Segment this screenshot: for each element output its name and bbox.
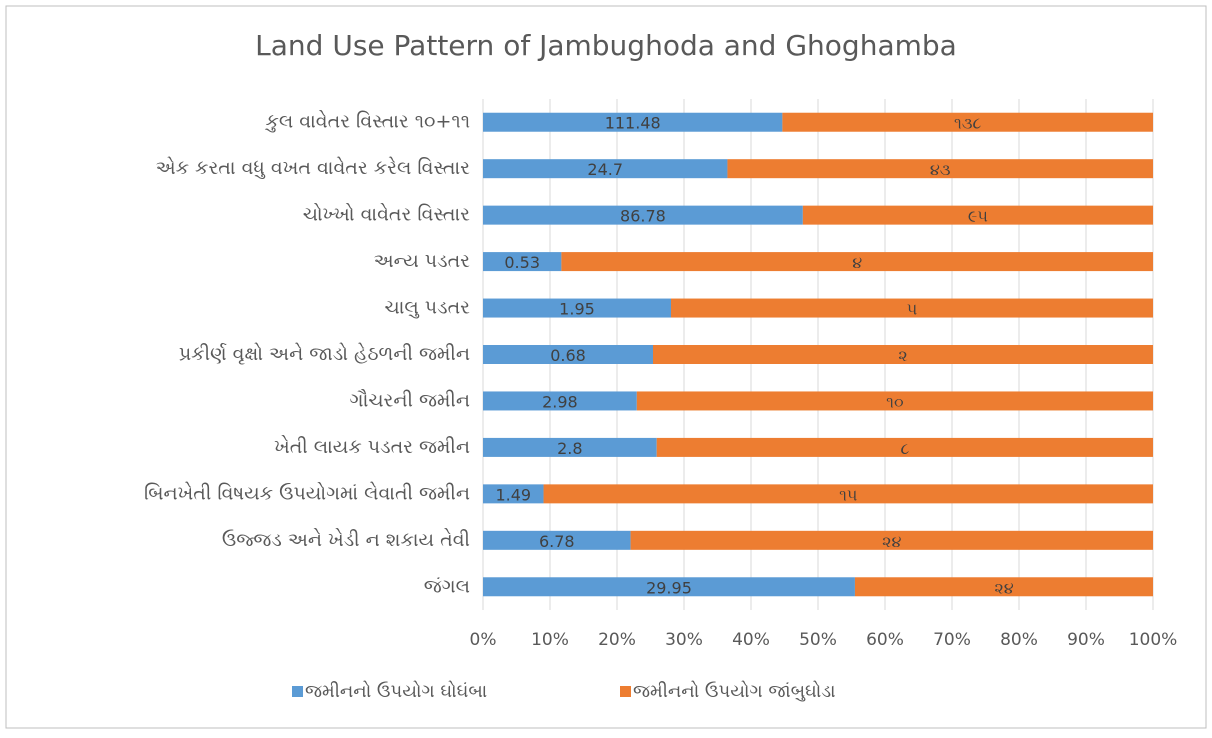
chart-title: Land Use Pattern of Jambughoda and Ghogh…: [255, 29, 957, 62]
y-tick-label: કુલ વાવેતર વિસ્તાર ૧૦+૧૧: [264, 111, 470, 133]
data-label: ૮: [900, 439, 909, 458]
data-label: 29.95: [646, 578, 692, 597]
data-label: ૨: [898, 346, 907, 365]
bar-segment: [483, 391, 637, 411]
data-label: ૨૪: [994, 578, 1013, 597]
bar-segment: [483, 484, 544, 504]
data-label: ૧૫: [839, 485, 857, 504]
x-tick-label: 80%: [1000, 630, 1038, 650]
legend-swatch: [292, 686, 303, 697]
y-tick-label: ચાલુ પડતર: [385, 297, 471, 319]
data-label: ૧૩૮: [954, 114, 981, 133]
x-tick-label: 30%: [665, 630, 703, 650]
bar-segment: [782, 112, 1153, 132]
bar-segment: [483, 577, 855, 597]
legend-label: જમીનનો ઉપયોગ ઘોઘંબા: [305, 681, 487, 702]
bar-segment: [653, 345, 1153, 364]
bar-segment: [670, 298, 1153, 318]
bar-segment: [483, 530, 631, 550]
y-tick-label: જંગલ: [424, 575, 470, 597]
legend-label: જમીનનો ઉપયોગ જાંબુઘોડા: [633, 681, 836, 702]
data-label: ૯૫: [968, 207, 988, 226]
x-tick-label: 70%: [933, 630, 971, 650]
y-tick-label: ગૌચરની જમીન: [350, 389, 470, 411]
bar-segment: [636, 391, 1153, 411]
y-tick-label: ચોખ્ખો વાવેતર વિસ્તાર: [303, 203, 470, 225]
y-tick-label: બિનખેતી વિષયક ઉપયોગમાં લેવાતી જમીન: [144, 482, 470, 504]
data-label: 1.49: [495, 485, 531, 504]
bar-segment: [802, 205, 1153, 225]
x-tick-label: 100%: [1129, 630, 1178, 650]
bar-segment: [483, 437, 657, 457]
y-tick-label: પ્રકીર્ણ વૃક્ષો અને જાડો હેઠળની જમીન: [179, 343, 470, 365]
bar-segment: [543, 484, 1153, 504]
y-tick-label: ઉજ્જડ અને ખેડી ન શકાય તેવી: [222, 529, 470, 551]
x-tick-label: 40%: [732, 630, 770, 650]
bar-segment: [630, 530, 1153, 550]
bar-segment: [561, 252, 1153, 272]
data-label: ૨૪: [882, 532, 901, 551]
bar-segment: [656, 437, 1153, 457]
bar-segment: [483, 112, 783, 132]
data-label: ૪૩: [930, 160, 951, 179]
y-tick-label: એક કરતા વધુ વખત વાવેતર કરેલ વિસ્તાર: [156, 157, 471, 179]
legend-swatch: [620, 686, 631, 697]
bar-segment: [727, 159, 1153, 179]
bar-segment: [483, 345, 653, 364]
data-label: 2.8: [557, 439, 582, 458]
bar-segment: [854, 577, 1153, 597]
x-tick-label: 0%: [470, 630, 497, 650]
y-tick-label: અન્ય પડતર: [374, 250, 471, 272]
data-label: 0.53: [504, 253, 540, 272]
data-label: ૫: [907, 300, 918, 319]
data-label: ૧૦: [886, 392, 903, 411]
data-label: 86.78: [620, 207, 666, 226]
x-tick-label: 90%: [1067, 630, 1105, 650]
data-label: 24.7: [587, 160, 623, 179]
x-tick-label: 50%: [799, 630, 837, 650]
bar-segment: [483, 205, 803, 225]
data-label: 6.78: [539, 532, 575, 551]
x-tick-label: 60%: [866, 630, 904, 650]
bar-segment: [483, 159, 728, 179]
x-tick-label: 20%: [598, 630, 636, 650]
data-label: 2.98: [542, 392, 578, 411]
bar-segment: [483, 298, 671, 318]
y-tick-label: ખેતી લાયક પડતર જમીન: [274, 436, 470, 458]
bar-segment: [483, 252, 562, 272]
data-label: ૪: [852, 253, 862, 272]
data-label: 0.68: [550, 346, 586, 365]
data-label: 111.48: [605, 114, 661, 133]
data-label: 1.95: [559, 300, 595, 319]
x-tick-label: 10%: [531, 630, 569, 650]
